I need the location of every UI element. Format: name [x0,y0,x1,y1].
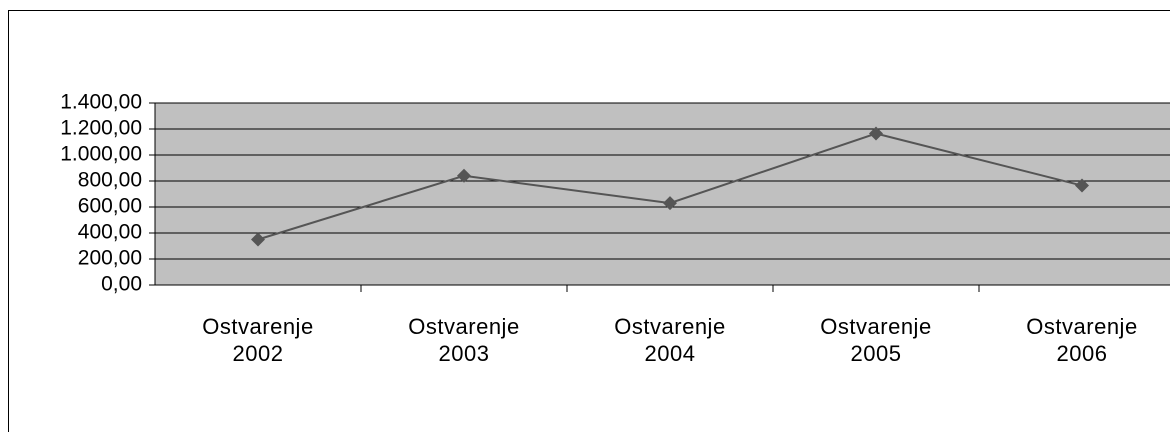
x-tick-label: Ostvarenje 2002 [202,314,314,366]
y-tick-label: 0,00 [101,273,142,296]
x-tick-label: Ostvarenje 2004 [614,314,726,366]
x-tick-label: Ostvarenje 2006 [1026,314,1138,366]
y-tick-label: 400,00 [78,221,142,244]
frame [8,10,1170,432]
x-tick-label: Ostvarenje 2005 [820,314,932,366]
marker [251,232,265,247]
y-tick-label: 1.200,00 [60,117,142,140]
marker [869,126,883,141]
marker [457,168,471,183]
y-tick-label: 800,00 [78,169,142,192]
y-tick-label: 1.400,00 [60,91,142,114]
marker [1075,178,1089,193]
y-tick-label: 1.000,00 [60,143,142,166]
plot-area [155,103,1170,285]
marker [663,196,677,211]
y-tick-label: 600,00 [78,195,142,218]
y-tick-label: 200,00 [78,247,142,270]
x-tick-label: Ostvarenje 2003 [408,314,520,366]
